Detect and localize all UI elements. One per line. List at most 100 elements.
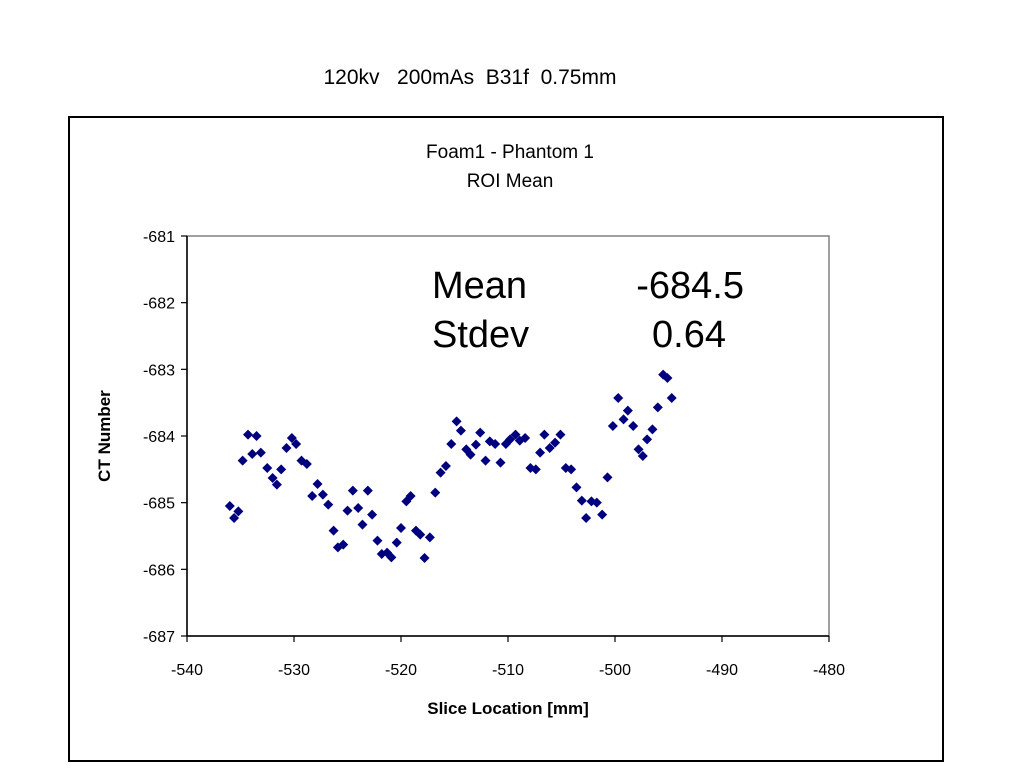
data-point xyxy=(247,449,258,459)
data-point xyxy=(237,455,248,466)
data-point xyxy=(347,485,358,496)
data-point xyxy=(642,434,653,445)
data-point xyxy=(591,497,602,508)
data-point xyxy=(276,464,287,475)
page-title: 120kv 200mAs B31f 0.75mm xyxy=(323,66,617,89)
data-point xyxy=(415,529,426,540)
data-point xyxy=(229,513,240,523)
x-tick-label: -530 xyxy=(278,662,310,679)
data-point xyxy=(267,473,278,483)
scatter-chart: Foam1 - Phantom 1 ROI Mean -681-682-683-… xyxy=(95,142,845,718)
data-points xyxy=(224,369,677,563)
y-tick-label: -685 xyxy=(143,496,175,513)
data-point xyxy=(386,552,397,563)
data-point xyxy=(357,519,368,530)
stdev-value: 0.64 xyxy=(652,314,726,356)
data-point xyxy=(555,429,566,440)
chart-subtitle: ROI Mean xyxy=(467,171,554,192)
data-point xyxy=(440,461,451,471)
data-point xyxy=(291,439,302,449)
data-point xyxy=(338,539,349,550)
data-point xyxy=(662,373,673,383)
data-point xyxy=(465,449,476,460)
data-point xyxy=(281,443,292,453)
data-point xyxy=(535,447,546,458)
data-point xyxy=(362,485,373,496)
y-tick-label: -681 xyxy=(143,229,175,246)
data-point xyxy=(251,431,262,441)
data-point xyxy=(317,489,328,500)
data-point xyxy=(550,437,561,448)
data-point xyxy=(233,506,244,517)
data-point xyxy=(396,523,406,533)
data-point xyxy=(424,532,435,543)
data-point xyxy=(405,491,416,501)
data-point xyxy=(618,414,629,425)
data-point xyxy=(544,443,555,453)
data-point xyxy=(622,405,633,416)
chart-title: Foam1 - Phantom 1 xyxy=(426,142,594,163)
data-point xyxy=(539,429,550,440)
data-point xyxy=(255,447,266,458)
data-point xyxy=(530,464,541,475)
data-point xyxy=(353,503,364,513)
y-tick-label: -687 xyxy=(143,629,175,646)
y-tick-label: -686 xyxy=(143,562,175,579)
data-point xyxy=(419,553,430,563)
data-point xyxy=(470,439,481,450)
data-point xyxy=(475,427,486,438)
data-point xyxy=(480,455,491,466)
data-point xyxy=(328,525,339,536)
data-point xyxy=(571,482,582,493)
data-point xyxy=(576,495,587,506)
data-point xyxy=(637,451,648,461)
x-axis-label: Slice Location [mm] xyxy=(427,699,589,718)
data-point xyxy=(435,467,446,478)
data-point xyxy=(286,433,297,443)
x-tick-label: -500 xyxy=(599,662,631,679)
data-point xyxy=(514,435,525,446)
data-point xyxy=(505,434,516,445)
data-point xyxy=(323,499,334,510)
data-point xyxy=(666,393,677,403)
data-point xyxy=(307,491,318,501)
mean-value: -684.5 xyxy=(636,265,744,307)
data-point xyxy=(271,479,282,490)
data-point xyxy=(490,439,501,449)
data-point xyxy=(262,463,273,473)
x-tick-label: -490 xyxy=(706,662,738,679)
data-point xyxy=(495,457,506,468)
data-point xyxy=(451,416,462,427)
data-point xyxy=(510,429,521,440)
data-point xyxy=(242,429,253,440)
stdev-label: Stdev xyxy=(432,314,529,356)
data-point xyxy=(312,479,323,489)
data-point xyxy=(301,459,312,469)
stats-annotation: Mean -684.5 Stdev 0.64 xyxy=(432,265,744,356)
data-point xyxy=(560,463,571,473)
data-point xyxy=(581,513,592,523)
x-tick-label: -540 xyxy=(171,662,203,679)
data-point xyxy=(647,424,658,435)
data-point xyxy=(652,402,663,413)
data-point xyxy=(224,501,235,511)
data-point xyxy=(455,425,466,436)
y-tick-label: -683 xyxy=(143,362,175,379)
data-point xyxy=(430,487,441,498)
mean-label: Mean xyxy=(432,265,527,307)
axes: -681 -682 -683 -684 -685 -686 -687 -540 -530 -520… xyxy=(143,229,845,679)
data-point xyxy=(372,535,383,546)
data-point xyxy=(602,472,613,483)
y-tick-label: -684 xyxy=(143,429,175,446)
y-axis-label: CT Number xyxy=(95,390,114,482)
x-tick-label: -520 xyxy=(385,662,417,679)
data-point xyxy=(446,439,457,449)
data-point xyxy=(391,537,402,548)
data-point xyxy=(607,421,618,431)
x-tick-label: -480 xyxy=(813,662,845,679)
data-point xyxy=(613,393,624,403)
y-tick-label: -682 xyxy=(143,296,175,313)
data-point xyxy=(566,464,577,475)
data-point xyxy=(633,444,644,455)
data-point xyxy=(520,433,531,443)
